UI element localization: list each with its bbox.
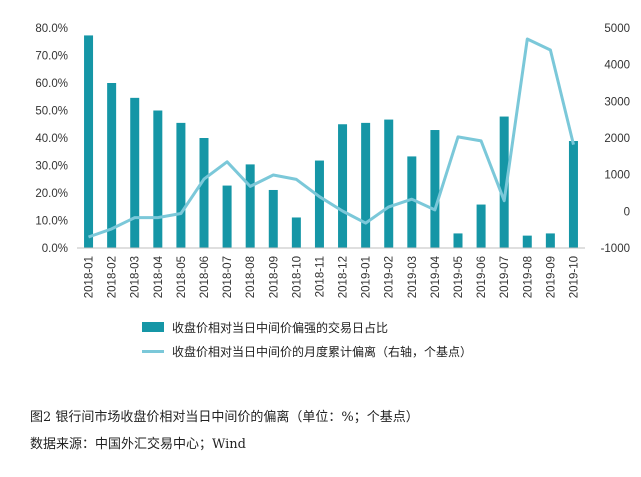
left-tick-label: 60.0%: [35, 78, 68, 90]
line-series: [88, 37, 575, 239]
right-tick-label: 2000: [604, 133, 630, 145]
x-tick-label: 2018-10: [291, 256, 303, 298]
bar: [314, 160, 324, 248]
x-tick-label: 2018-04: [153, 255, 165, 298]
bar: [107, 83, 117, 248]
left-tick-label: 30.0%: [35, 161, 68, 173]
right-tick-label: 1000: [604, 170, 630, 182]
bar: [407, 156, 417, 248]
right-tick-label: 0: [624, 206, 630, 218]
right-tick-label: 3000: [604, 96, 630, 108]
bar: [268, 189, 278, 248]
x-tick-label: 2019-07: [499, 256, 511, 298]
bar: [130, 97, 140, 248]
bar: [222, 185, 232, 248]
x-tick-label: 2019-06: [476, 256, 488, 298]
x-axis-ticks: 2018-01 2018-02 2018-03 2018-04 2018-05 2018-…: [84, 255, 581, 298]
x-tick-label: 2018-03: [130, 256, 142, 298]
bar: [245, 164, 255, 248]
bar: [545, 233, 555, 248]
bar: [384, 119, 394, 248]
x-tick-label: 2019-10: [568, 256, 580, 298]
bar: [568, 141, 578, 248]
left-tick-label: 10.0%: [35, 216, 68, 228]
x-tick-label: 2018-01: [84, 256, 96, 298]
left-axis-ticks: 0.0% 10.0% 20.0% 30.0% 40.0% 50.0% 60.0% 70.0% 8…: [35, 23, 68, 255]
x-tick-label: 2019-03: [407, 256, 419, 298]
x-tick-label: 2018-02: [107, 256, 119, 298]
x-tick-label: 2019-09: [545, 256, 557, 298]
bar: [199, 138, 209, 248]
bar: [84, 35, 94, 248]
left-tick-label: 0.0%: [42, 243, 68, 255]
x-tick-label: 2019-04: [430, 255, 442, 298]
left-tick-label: 70.0%: [35, 51, 68, 63]
legend-line-swatch: [142, 349, 164, 353]
right-tick-label: 5000: [604, 23, 630, 35]
x-tick-label: 2018-06: [199, 256, 211, 298]
legend-bar-swatch: [142, 322, 164, 332]
bar: [522, 235, 532, 248]
x-tick-label: 2018-12: [338, 256, 350, 298]
bar-series: [84, 35, 578, 248]
x-tick-label: 2018-08: [245, 256, 257, 298]
left-tick-label: 80.0%: [35, 23, 68, 35]
bar: [499, 116, 509, 248]
legend-bar-label: 收盘价相对当日中间价偏强的交易日占比: [172, 320, 389, 335]
legend-line-label: 收盘价相对当日中间价的月度累计偏离（右轴，个基点）: [172, 344, 473, 359]
data-source: 数据来源：中国外汇交易中心；Wind: [30, 437, 246, 452]
bar: [176, 122, 186, 248]
right-axis-ticks: -1000 0 1000 2000 3000 4000 5000: [601, 23, 630, 255]
left-tick-label: 40.0%: [35, 133, 68, 145]
bar: [453, 233, 463, 248]
figure-caption: 图2 银行间市场收盘价相对当日中间价的偏离（单位：%；个基点）: [30, 410, 419, 425]
x-tick-label: 2018-05: [176, 256, 188, 298]
x-tick-label: 2018-07: [222, 256, 234, 298]
bar: [291, 217, 301, 248]
bar: [153, 110, 163, 248]
x-tick-label: 2019-05: [453, 256, 465, 298]
x-tick-label: 2019-01: [361, 256, 373, 298]
bar: [361, 122, 371, 248]
x-tick-label: 2018-11: [314, 256, 326, 297]
bar: [476, 204, 486, 248]
legend: 收盘价相对当日中间价偏强的交易日占比 收盘价相对当日中间价的月度累计偏离（右轴，…: [142, 316, 472, 364]
bar: [430, 130, 440, 248]
x-tick-label: 2018-09: [268, 256, 280, 298]
legend-item-line: 收盘价相对当日中间价的月度累计偏离（右轴，个基点）: [142, 340, 472, 362]
left-tick-label: 50.0%: [35, 106, 68, 118]
legend-item-bar: 收盘价相对当日中间价偏强的交易日占比: [142, 316, 472, 338]
right-tick-label: 4000: [604, 60, 630, 72]
left-tick-label: 20.0%: [35, 188, 68, 200]
x-tick-label: 2019-02: [384, 256, 396, 298]
x-tick-label: 2019-08: [522, 256, 534, 298]
bar: [338, 124, 348, 248]
right-tick-label: -1000: [601, 243, 630, 255]
